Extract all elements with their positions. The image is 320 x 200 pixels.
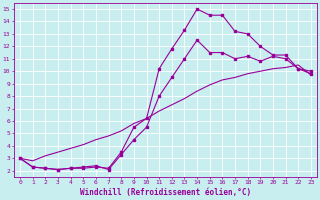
X-axis label: Windchill (Refroidissement éolien,°C): Windchill (Refroidissement éolien,°C)	[80, 188, 251, 197]
